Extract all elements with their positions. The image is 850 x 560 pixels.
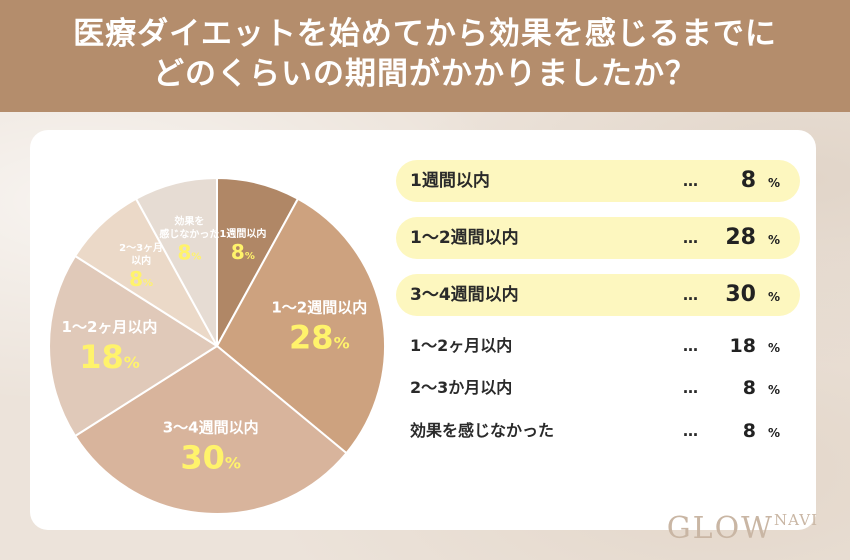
result-row: 1〜2ヶ月以内 … 18% xyxy=(396,325,800,367)
result-percent-sign: % xyxy=(767,176,780,190)
result-row: 2〜3か月以内 … 8% xyxy=(396,367,800,409)
result-leader-dots: … xyxy=(683,422,699,440)
result-label: 2〜3か月以内 xyxy=(410,378,513,397)
pie-labels: 1週間以内8%1〜2週間以内28%3〜4週間以内30%1〜2ヶ月以内18%2〜3… xyxy=(62,215,368,477)
logo-main-text: GLOW xyxy=(666,511,775,546)
pie-slice-label: 効果を xyxy=(174,215,204,228)
result-label: 1週間以内 xyxy=(410,171,490,191)
pie-slice xyxy=(48,254,219,438)
result-percent-sign: % xyxy=(767,341,780,355)
result-value: 28 xyxy=(725,225,756,250)
result-value: 18 xyxy=(729,335,756,357)
pie-slice-label: 1〜2ヶ月以内 xyxy=(62,318,158,336)
result-label: 1〜2ヶ月以内 xyxy=(410,336,513,355)
result-leader-dots: … xyxy=(683,229,699,247)
title-banner: 医療ダイエットを始めてから効果を感じるまでに どのくらいの期間がかかりましたか？ xyxy=(0,0,850,112)
pie-slice-label: 2〜3ヶ月 xyxy=(119,242,163,254)
result-leader-dots: … xyxy=(683,286,699,304)
result-percent-sign: % xyxy=(767,426,780,440)
result-leader-dots: … xyxy=(683,172,699,190)
pie-slice-value: 28% xyxy=(289,318,350,356)
pie-slice-label: 1週間以内 xyxy=(219,227,266,240)
result-row: 1〜2週間以内 … 28% xyxy=(396,217,800,259)
result-value: 30 xyxy=(725,282,756,307)
result-value: 8 xyxy=(742,377,756,399)
result-label: 3〜4週間以内 xyxy=(410,285,519,305)
result-value: 8 xyxy=(740,168,756,193)
pie-slice-label: 感じなかった xyxy=(159,228,219,241)
result-row: 3〜4週間以内 … 30% xyxy=(396,274,800,316)
pie-slice-value: 30% xyxy=(180,439,241,477)
pie-slice-value: 8% xyxy=(129,267,153,291)
pie-slice-value: 18% xyxy=(79,338,140,376)
result-percent-sign: % xyxy=(767,383,780,397)
glow-navi-logo: GLOWNAVI xyxy=(667,511,818,546)
pie-slice xyxy=(215,197,386,455)
result-row: 1週間以内 … 8% xyxy=(396,160,800,202)
result-leader-dots: … xyxy=(683,337,699,355)
pie-slice-label: 3〜4週間以内 xyxy=(163,419,259,437)
pie-slice xyxy=(134,176,218,347)
pie-slices xyxy=(48,176,386,515)
title-line-2: どのくらいの期間がかかりましたか？ xyxy=(153,56,697,92)
result-value: 8 xyxy=(742,420,756,442)
pie-slice-value: 8% xyxy=(177,241,201,265)
pie-slice-label: 以内 xyxy=(131,254,151,267)
pie-slice-label: 1〜2週間以内 xyxy=(271,298,367,316)
result-label: 効果を感じなかった xyxy=(410,421,555,440)
result-percent-sign: % xyxy=(767,290,780,304)
result-leader-dots: … xyxy=(683,379,699,397)
pie-slice xyxy=(73,344,348,515)
result-percent-sign: % xyxy=(767,233,780,247)
logo-small-text: NAVI xyxy=(774,511,818,529)
pie-slice-value: 8% xyxy=(231,240,255,264)
result-label: 1〜2週間以内 xyxy=(410,228,519,248)
result-row: 効果を感じなかった … 8% xyxy=(396,410,800,452)
title-line-1: 医療ダイエットを始めてから効果を感じるまでに xyxy=(73,16,777,52)
